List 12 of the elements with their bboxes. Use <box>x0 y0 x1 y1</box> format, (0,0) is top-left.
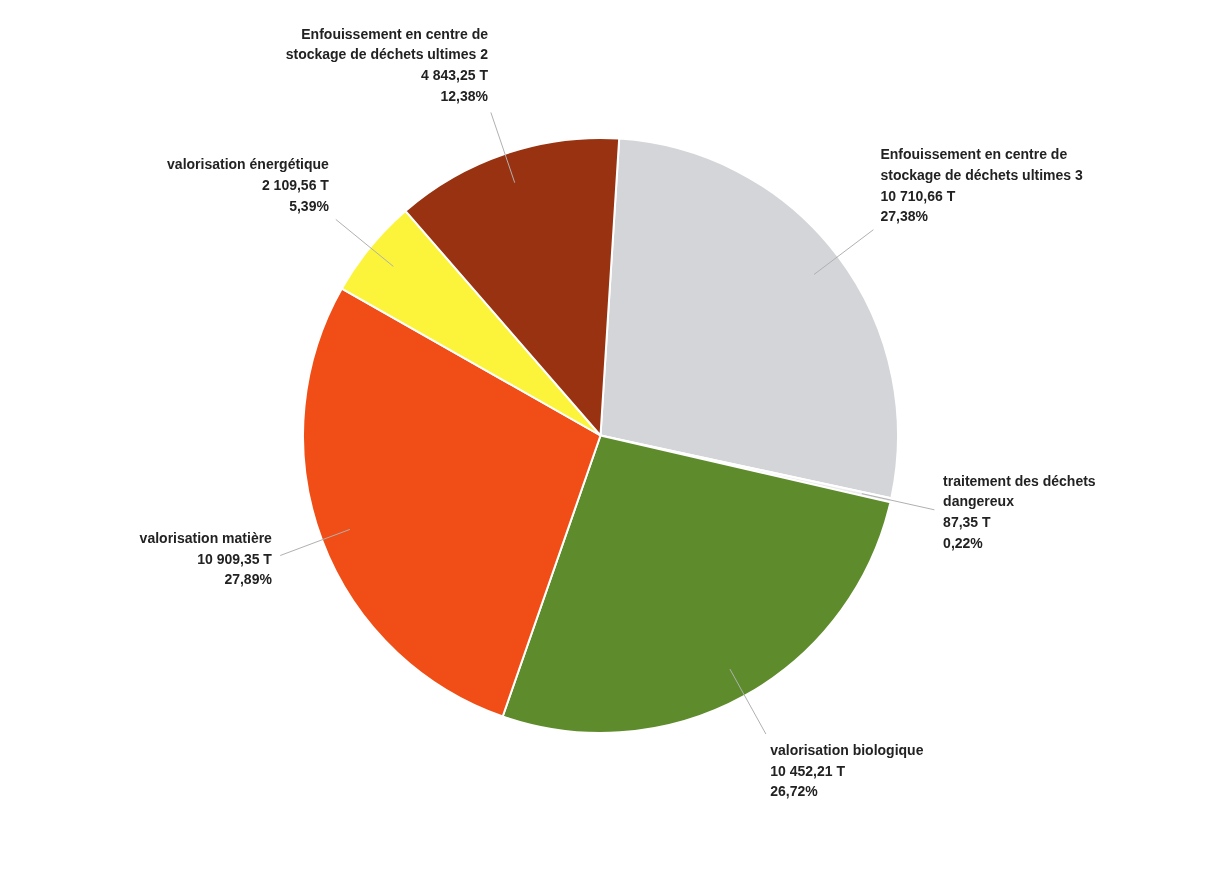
data-label: 10 452,21 T 26,72% <box>770 762 846 800</box>
slice-label: Enfouissement en centre de stockage de déchets ultimes 2 <box>285 25 489 63</box>
slice-label: traitement des déchets dangereux <box>943 472 1096 510</box>
data-label: 2 109,56 T 5,39% <box>261 177 330 214</box>
data-label: 4 843,25 T 12,38% <box>421 67 489 105</box>
data-label: 87,35 T 0,22% <box>943 514 992 551</box>
data-label: 10 909,35 T 27,89% <box>197 550 273 588</box>
slice-label: valorisation énergétique <box>167 156 330 173</box>
slice-label: valorisation matière <box>139 529 273 546</box>
data-label: 10 710,66 T 27,38% <box>880 187 956 225</box>
slice-label: Enfouissement en centre de stockage de déchets ultimes 3 <box>880 145 1083 183</box>
slice-label: valorisation biologique <box>770 741 924 758</box>
